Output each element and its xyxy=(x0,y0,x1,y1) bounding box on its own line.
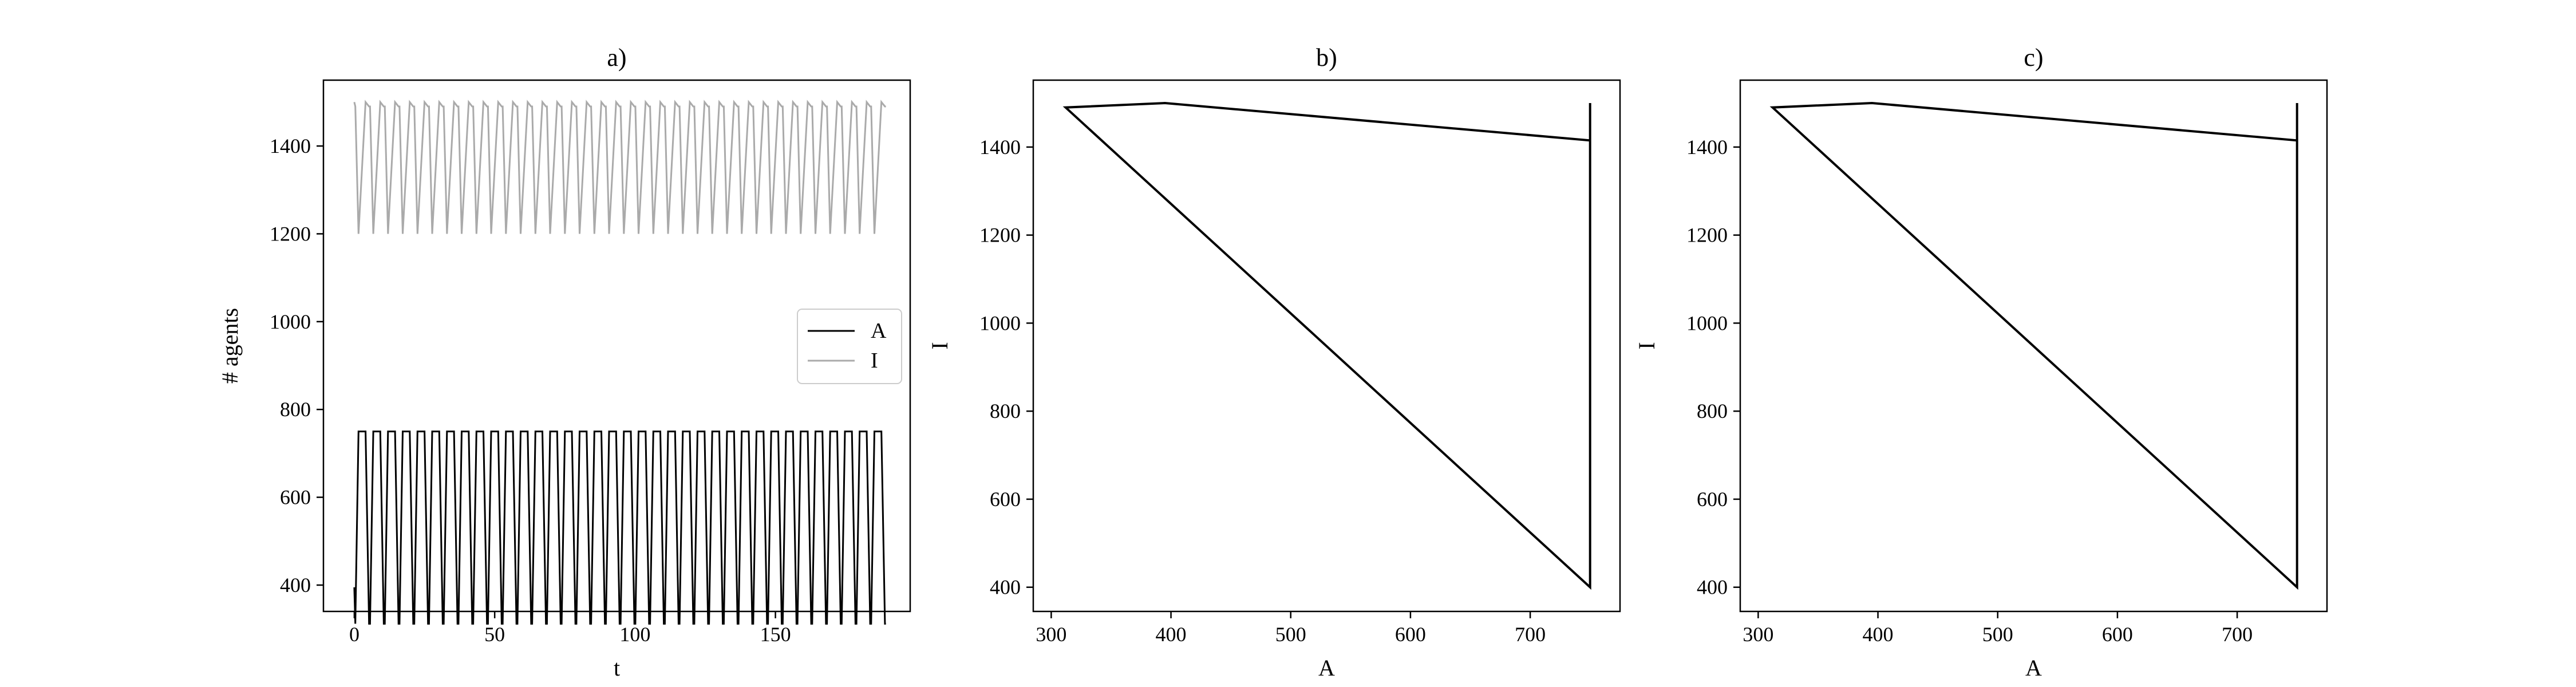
x-tick-label: 400 xyxy=(1156,623,1187,646)
x-axis-label: A xyxy=(2025,655,2042,681)
y-tick-label: 1200 xyxy=(1686,224,1728,247)
panel-title: c) xyxy=(2024,44,2043,72)
legend-box xyxy=(797,309,902,384)
x-tick-label: 0 xyxy=(349,623,359,646)
x-tick-label: 150 xyxy=(760,623,791,646)
series-line-a xyxy=(353,431,886,625)
y-tick-label: 1400 xyxy=(1686,136,1728,159)
y-tick-label: 1000 xyxy=(1686,311,1728,334)
series-line-i xyxy=(353,100,886,234)
chart-panel-3: 300 400 500 600 700 400 600 800 1000 1200 1400 c) A I xyxy=(1634,44,2328,681)
y-tick-label: 600 xyxy=(990,488,1021,511)
y-tick-label: 800 xyxy=(280,398,311,421)
chart-panel-2: 300 400 500 600 700 400 600 800 1000 1200 1400 b) A I xyxy=(927,44,1621,681)
y-axis-label: I xyxy=(1634,342,1660,349)
x-tick-label: 100 xyxy=(619,623,650,646)
x-tick-label: 700 xyxy=(1515,623,1546,646)
y-tick-label: 1000 xyxy=(979,311,1021,334)
x-axis-label: t xyxy=(614,655,620,681)
panel-title: b) xyxy=(1316,44,1337,72)
axes-frame xyxy=(1739,79,2328,613)
y-tick-label: 600 xyxy=(280,486,311,509)
y-tick-label: 1200 xyxy=(979,224,1021,247)
legend-label-a: A xyxy=(871,319,887,343)
x-tick-label: 300 xyxy=(1036,623,1066,646)
y-tick-label: 1000 xyxy=(270,310,311,333)
legend: AI xyxy=(797,309,902,384)
chart-panel-1: 0 50 100 150 400 600 800 1000 1200 1400 a) t # agent… xyxy=(217,44,911,681)
series-line-1 xyxy=(1769,101,2298,590)
x-tick-label: 600 xyxy=(1395,623,1426,646)
axes-frame xyxy=(1032,79,1621,613)
y-tick-label: 800 xyxy=(990,400,1021,423)
y-tick-label: 1400 xyxy=(270,135,311,157)
y-tick-label: 600 xyxy=(1697,488,1728,511)
y-tick-label: 400 xyxy=(990,576,1021,599)
x-tick-label: 400 xyxy=(1863,623,1894,646)
panel-title: a) xyxy=(607,44,626,72)
series-line-1 xyxy=(1062,101,1591,590)
legend-label-i: I xyxy=(871,349,878,373)
x-tick-label: 500 xyxy=(1982,623,2013,646)
y-tick-label: 1200 xyxy=(270,222,311,245)
y-axis-label: I xyxy=(927,342,953,349)
x-tick-label: 50 xyxy=(484,623,505,646)
y-tick-label: 400 xyxy=(280,574,311,597)
x-axis-label: A xyxy=(1318,655,1335,681)
x-tick-label: 600 xyxy=(2102,623,2133,646)
x-tick-label: 300 xyxy=(1743,623,1773,646)
y-axis-label: # agents xyxy=(217,308,243,384)
y-tick-label: 1400 xyxy=(979,136,1021,159)
x-tick-label: 500 xyxy=(1275,623,1306,646)
y-tick-label: 400 xyxy=(1697,576,1728,599)
y-tick-label: 800 xyxy=(1697,400,1728,423)
axes-frame xyxy=(322,79,911,613)
x-tick-label: 700 xyxy=(2222,623,2253,646)
